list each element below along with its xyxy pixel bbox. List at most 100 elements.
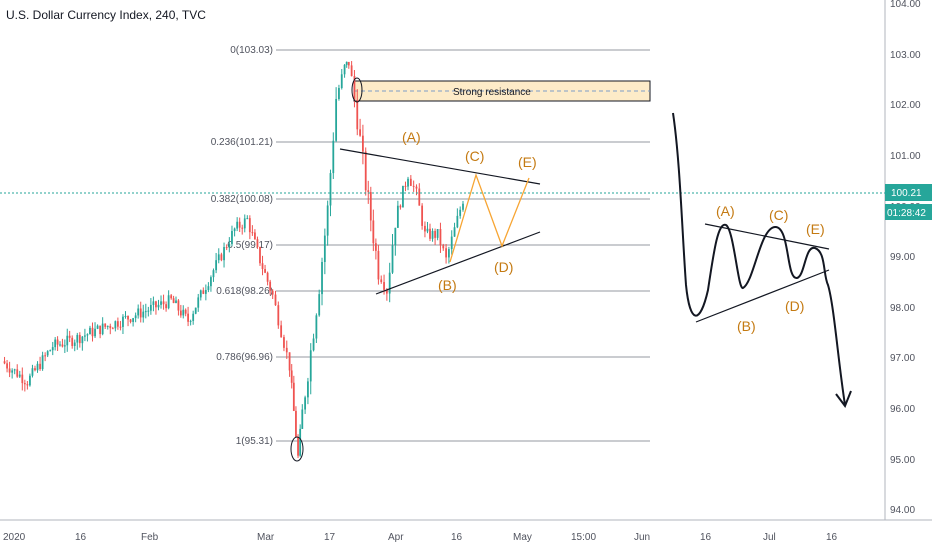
current-price-tag — [885, 184, 932, 201]
candle-body — [407, 178, 409, 187]
candle-body — [147, 310, 150, 312]
candle-body — [335, 98, 338, 141]
candle-body — [396, 205, 399, 228]
candle-body — [217, 254, 220, 261]
fib-label: 0.618(98.26) — [216, 286, 273, 297]
candle-body — [144, 311, 147, 313]
candle-body — [124, 315, 127, 317]
candle-body — [307, 381, 309, 398]
candle-body — [170, 295, 173, 299]
resistance-zone[interactable]: Strong resistance — [353, 80, 651, 102]
candle-body — [225, 247, 228, 249]
candle-body — [165, 304, 167, 309]
candle-body — [436, 229, 439, 238]
price-tick: 103.00 — [890, 50, 921, 61]
candle-body — [367, 190, 370, 193]
candle-body — [448, 249, 450, 258]
candle-body — [157, 304, 160, 308]
price-tick: 99.00 — [890, 252, 915, 263]
time-tick: 16 — [700, 532, 712, 543]
candle-body — [243, 218, 246, 229]
candle-body — [61, 344, 64, 347]
candle-body — [312, 338, 315, 351]
candle-body — [46, 351, 49, 356]
candle-body — [76, 334, 79, 343]
high-marker-circle — [351, 77, 363, 103]
candle-body — [445, 248, 447, 258]
candle-body — [179, 310, 182, 316]
schematic-label-b: (B) — [737, 318, 756, 334]
candle-body — [409, 178, 412, 186]
candle-body — [254, 232, 256, 240]
price-axis[interactable]: 104.00 103.00 102.00 101.00 100.00 99.00… — [890, 0, 921, 516]
candle-body — [256, 239, 259, 247]
candle-body — [18, 374, 21, 377]
candle-body — [207, 286, 210, 291]
schematic-label-e: (E) — [806, 221, 825, 237]
candle-body — [149, 304, 152, 311]
candle-body — [177, 300, 180, 311]
candle-body — [453, 227, 456, 237]
countdown-tag — [885, 204, 932, 220]
candle-body — [236, 221, 239, 229]
fib-label: 0.5(99.17) — [227, 240, 273, 251]
candle-body — [56, 339, 59, 345]
candle-body — [187, 313, 189, 322]
candle-body — [44, 355, 47, 357]
candle-body — [326, 205, 329, 236]
candle-body — [66, 335, 69, 346]
candle-body — [439, 229, 442, 246]
low-marker-circle — [290, 436, 304, 462]
candle-body — [304, 397, 307, 410]
candle-body — [369, 192, 372, 221]
candle-body — [415, 186, 418, 189]
price-tick: 97.00 — [890, 353, 915, 364]
candle-body — [343, 64, 346, 75]
candle-body — [372, 220, 375, 244]
candle-body — [197, 297, 200, 308]
candle-body — [83, 335, 86, 337]
candle-body — [429, 228, 431, 239]
candlestick-series[interactable] — [3, 61, 464, 458]
candle-body — [347, 61, 350, 66]
candle-body — [261, 263, 264, 270]
candle-body — [399, 205, 402, 208]
lower-trendline[interactable] — [375, 231, 541, 295]
candle-body — [86, 334, 89, 336]
candle-body — [274, 294, 277, 306]
candle-body — [132, 318, 135, 322]
candle-body — [78, 334, 81, 344]
candle-body — [266, 272, 269, 282]
candle-body — [104, 323, 107, 327]
candle-body — [388, 272, 391, 294]
time-axis[interactable]: 2020 16 Feb Mar 17 Apr 16 May 15:00 Jun … — [3, 532, 838, 543]
candle-body — [134, 315, 137, 319]
candle-body — [122, 316, 124, 327]
candle-body — [220, 254, 223, 261]
candle-body — [6, 363, 8, 369]
candle-body — [321, 261, 323, 295]
candle-body — [73, 342, 76, 346]
triangle-schematic-drawing[interactable]: (A) (B) (C) (D) (E) — [672, 112, 852, 409]
candle-body — [233, 228, 236, 232]
price-tick: 104.00 — [890, 0, 921, 10]
candle-body — [215, 260, 218, 271]
chart-title: U.S. Dollar Currency Index, 240, TVC — [6, 8, 206, 22]
upper-trendline[interactable] — [339, 148, 541, 185]
candle-body — [34, 368, 36, 371]
time-tick: 16 — [826, 532, 838, 543]
candle-body — [280, 325, 283, 338]
candle-body — [259, 246, 261, 264]
candle-body — [3, 361, 6, 364]
candle-body — [23, 383, 26, 385]
candle-body — [101, 323, 104, 335]
schematic-label-a: (A) — [716, 203, 735, 219]
candle-body — [41, 355, 44, 370]
candle-body — [329, 173, 332, 206]
time-tick: Mar — [257, 532, 275, 543]
candle-body — [394, 227, 397, 246]
fibonacci-retracement[interactable]: 0(103.03) 0.236(101.21) 0.382(100.08) 0.… — [211, 45, 650, 447]
candle-body — [184, 309, 187, 314]
schematic-label-d: (D) — [785, 298, 804, 314]
